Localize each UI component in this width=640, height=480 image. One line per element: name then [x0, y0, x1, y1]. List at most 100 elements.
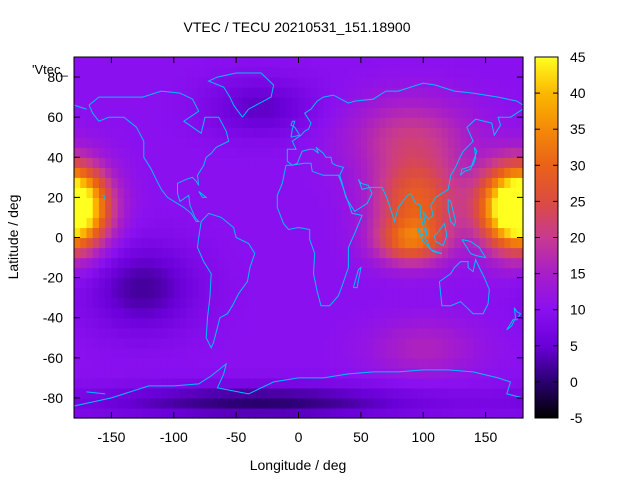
heat-cell — [398, 387, 406, 399]
heat-cell — [155, 137, 162, 148]
heat-cell — [448, 297, 456, 309]
heat-cell — [460, 137, 468, 148]
heat-cell — [298, 377, 306, 389]
heat-cell — [229, 367, 237, 379]
heat-cell — [105, 297, 113, 309]
heat-cell — [298, 327, 306, 339]
heat-cell — [142, 237, 150, 249]
heat-cell — [360, 257, 368, 269]
x-axis-label: Longitude / deg — [250, 457, 347, 473]
heat-cell — [186, 267, 194, 279]
heat-cell — [292, 287, 300, 299]
heat-cell — [180, 77, 187, 88]
heat-cell — [317, 187, 325, 198]
heat-cell — [136, 397, 144, 409]
heat-cell — [161, 197, 169, 209]
heat-cell — [479, 267, 487, 279]
heat-cell — [261, 327, 268, 339]
heat-cell — [286, 177, 293, 188]
heat-cell — [192, 97, 200, 108]
heat-cell — [148, 227, 156, 239]
heat-cell — [167, 147, 175, 158]
heat-cell — [310, 197, 318, 209]
heat-cell — [229, 117, 237, 128]
heat-cell — [142, 137, 150, 148]
heat-cell — [298, 157, 306, 168]
heat-cell — [142, 347, 150, 359]
heat-cell — [292, 297, 300, 309]
heat-cell — [460, 387, 468, 399]
heat-cell — [498, 327, 505, 339]
heat-cell — [186, 77, 194, 88]
heat-cell — [385, 337, 393, 349]
heat-cell — [105, 207, 113, 219]
heat-cell — [429, 337, 437, 349]
heat-cell — [454, 227, 462, 239]
heat-cell — [242, 227, 250, 239]
heat-cell — [466, 217, 474, 229]
heat-cell — [504, 317, 512, 329]
heat-cell — [385, 377, 393, 389]
heat-cell — [192, 247, 200, 259]
heat-cell — [167, 217, 175, 229]
heat-cell — [211, 387, 219, 399]
heat-cell — [435, 227, 443, 239]
heat-cell — [142, 127, 150, 138]
heat-cell — [435, 127, 443, 138]
heat-cell — [360, 177, 368, 188]
heat-cell — [466, 167, 474, 178]
heat-cell — [310, 227, 318, 239]
heat-cell — [460, 307, 468, 319]
heat-cell — [360, 87, 368, 98]
heat-cell — [335, 237, 343, 249]
heat-cell — [373, 367, 381, 379]
heat-cell — [98, 327, 106, 339]
heat-cell — [292, 97, 300, 108]
heat-cell — [223, 327, 231, 339]
heat-cell — [404, 157, 412, 168]
heat-cell — [111, 167, 119, 178]
heat-cell — [204, 227, 212, 239]
heat-cell — [204, 317, 212, 329]
heat-cell — [117, 127, 125, 138]
heat-cell — [516, 317, 524, 329]
heat-cell — [130, 267, 137, 279]
heat-cell — [161, 357, 169, 369]
heat-cell — [211, 107, 219, 118]
heat-cell — [111, 327, 119, 339]
heat-cell — [385, 287, 393, 299]
heat-cell — [454, 307, 462, 319]
heat-cell — [198, 207, 206, 219]
heat-cell — [360, 367, 368, 379]
heat-cell — [479, 237, 487, 249]
heat-cell — [479, 117, 487, 128]
heat-cell — [80, 357, 88, 369]
heat-cell — [173, 197, 181, 209]
heat-cell — [229, 57, 237, 68]
heat-cell — [385, 327, 393, 339]
heat-cell — [498, 227, 505, 239]
heat-cell — [348, 247, 356, 259]
heat-cell — [304, 327, 312, 339]
heat-cell — [498, 297, 505, 309]
heat-cell — [186, 107, 194, 118]
heat-cell — [410, 307, 418, 319]
heat-cell — [491, 297, 499, 309]
heat-cell — [342, 297, 349, 309]
heat-cell — [111, 147, 119, 158]
heat-cell — [229, 97, 237, 108]
heat-cell — [348, 117, 356, 128]
heat-cell — [404, 187, 412, 198]
heat-cell — [173, 297, 181, 309]
heat-cell — [111, 67, 119, 78]
heat-cell — [254, 317, 262, 329]
heat-cell — [310, 217, 318, 229]
heat-cell — [286, 317, 293, 329]
heat-cell — [454, 147, 462, 158]
heat-cell — [310, 97, 318, 108]
heat-cell — [105, 177, 113, 188]
heat-cell — [130, 237, 137, 249]
heat-cell — [204, 217, 212, 229]
heat-cell — [454, 167, 462, 178]
heat-cell — [404, 277, 412, 289]
